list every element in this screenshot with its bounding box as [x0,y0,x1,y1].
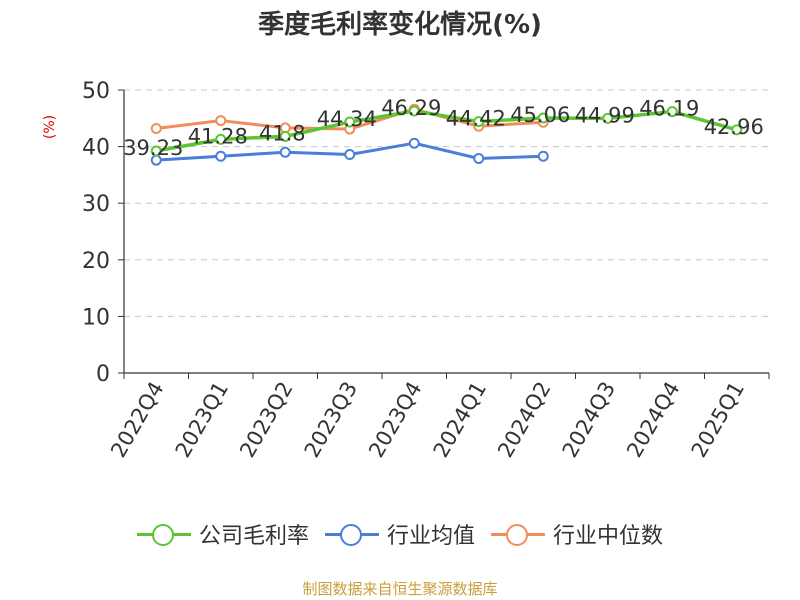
y-tick-label: 40 [82,136,110,161]
data-label: 46.19 [639,97,699,121]
legend-label: 行业均值 [386,524,475,549]
data-label: 41.8 [259,121,306,145]
legend-label: 公司毛利率 [198,524,309,549]
data-label: 39.23 [123,136,183,160]
x-tick-label: 2023Q3 [300,378,362,462]
series-line [155,109,738,153]
y-tick-label: 50 [82,79,110,104]
data-point [344,116,356,128]
data-point [473,152,485,164]
x-tick-label: 2023Q1 [171,378,233,462]
x-tick-label: 2024Q3 [558,378,620,462]
data-point [537,150,549,162]
data-point [473,116,485,128]
data-point [150,145,162,157]
x-tick-label: 2022Q4 [106,378,168,462]
legend-marker-icon [324,521,379,547]
data-label: 45.06 [510,103,570,127]
x-tick-label: 2023Q2 [235,378,297,462]
data-point [150,122,162,134]
data-point [279,146,291,158]
data-label: 46.29 [381,96,441,120]
data-point [731,124,743,136]
data-point [408,105,420,117]
data-point [344,149,356,161]
legend-item-industry-mean[interactable]: 行业均值 [324,518,475,550]
data-label: 44.34 [317,107,377,131]
legend-item-industry-median[interactable]: 行业中位数 [491,518,663,550]
legend-marker-icon [491,521,545,547]
data-label: 42.96 [704,115,764,139]
data-point [215,150,227,162]
chart-title: 季度毛利率变化情况(%) [258,10,542,40]
data-label: 44.42 [446,107,506,131]
data-point [215,133,227,145]
x-tick-label: 2023Q4 [364,378,426,462]
data-point [408,137,420,149]
y-tick-label: 10 [82,305,110,330]
data-point [215,115,227,127]
data-label: 41.28 [188,124,248,148]
x-tick-label: 2024Q4 [622,378,684,462]
legend-item-company[interactable]: 公司毛利率 [136,518,309,550]
legend-marker-icon [136,521,191,547]
x-tick-label: 2024Q2 [493,378,555,462]
data-label: 44.99 [575,103,635,127]
data-point [279,130,291,142]
data-source-note: 制图数据来自恒生聚源数据库 [302,580,498,598]
y-tick-label: 30 [82,192,110,217]
y-tick-label: 0 [96,362,110,387]
data-point [602,112,614,124]
x-tick-label: 2025Q1 [687,378,749,462]
data-point [666,106,678,118]
legend: 公司毛利率 行业均值 行业中位数 [0,518,800,550]
x-tick-label: 2024Q1 [429,378,491,462]
legend-label: 行业中位数 [553,524,664,549]
data-point [537,112,549,124]
y-tick-label: 20 [82,249,110,274]
